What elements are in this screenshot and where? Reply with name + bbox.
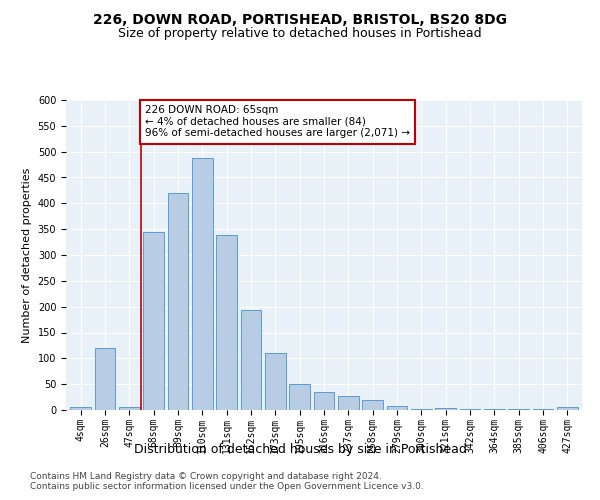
Bar [362,400,383,410]
Bar [167,193,188,410]
Bar [289,384,310,410]
Bar [265,353,286,410]
Bar [386,406,407,410]
Bar [411,409,432,410]
Text: Contains public sector information licensed under the Open Government Licence v3: Contains public sector information licen… [30,482,424,491]
Bar [484,409,505,410]
Text: Size of property relative to detached houses in Portishead: Size of property relative to detached ho… [118,28,482,40]
Text: 226, DOWN ROAD, PORTISHEAD, BRISTOL, BS20 8DG: 226, DOWN ROAD, PORTISHEAD, BRISTOL, BS2… [93,12,507,26]
Bar [143,232,164,410]
Text: Contains HM Land Registry data © Crown copyright and database right 2024.: Contains HM Land Registry data © Crown c… [30,472,382,481]
Bar [557,408,578,410]
Bar [314,392,334,410]
Bar [216,236,237,410]
Bar [95,348,115,410]
Text: 226 DOWN ROAD: 65sqm
← 4% of detached houses are smaller (84)
96% of semi-detach: 226 DOWN ROAD: 65sqm ← 4% of detached ho… [145,105,410,138]
Bar [338,396,359,410]
Bar [241,310,262,410]
Bar [70,408,91,410]
Bar [119,408,140,410]
Y-axis label: Number of detached properties: Number of detached properties [22,168,32,342]
Bar [192,158,212,410]
Bar [436,408,456,410]
Text: Distribution of detached houses by size in Portishead: Distribution of detached houses by size … [134,444,466,456]
